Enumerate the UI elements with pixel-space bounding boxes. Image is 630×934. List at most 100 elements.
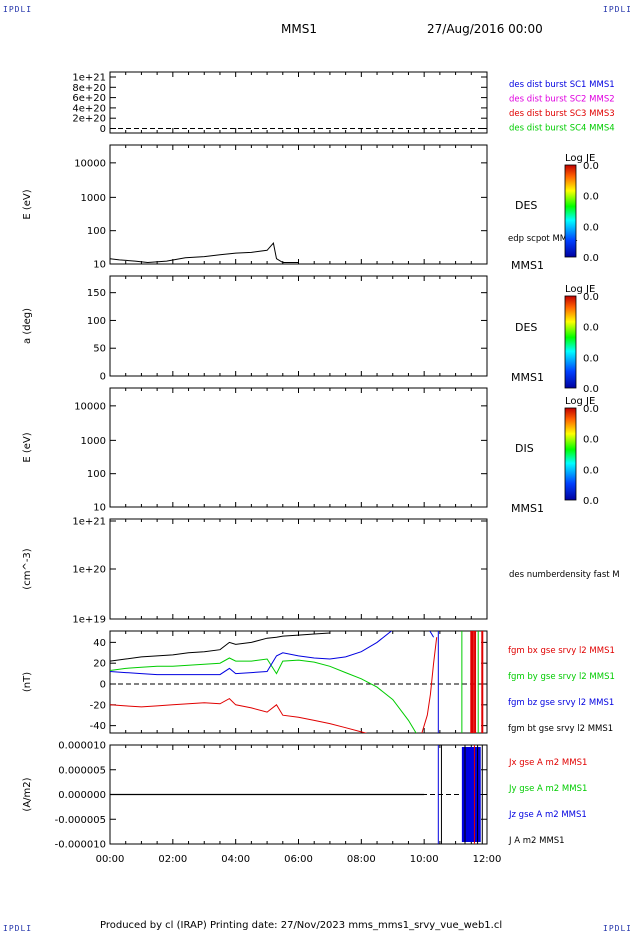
colorbar-title: Log JE xyxy=(565,153,595,164)
legend-entry: Jx gse A m2 MMS1 xyxy=(508,758,587,768)
corner-mark-top-left: IPDLI xyxy=(3,5,33,14)
y-tick-label: 0.000010 xyxy=(58,741,106,752)
colorbar-tick-label: 0.0 xyxy=(583,384,599,395)
panel-frame xyxy=(109,71,488,134)
y-tick-label: 40 xyxy=(93,638,106,649)
panel-frame xyxy=(109,144,488,265)
colorbar-gradient xyxy=(564,407,577,501)
datetime-title: 27/Aug/2016 00:00 xyxy=(427,22,543,36)
y-tick-label: 0.000000 xyxy=(58,790,106,801)
instrument-label: DIS xyxy=(515,442,534,455)
colorbar-tick-label: 0.0 xyxy=(583,435,599,446)
current-burst-region xyxy=(461,747,481,842)
legend-entry: Jy gse A m2 MMS1 xyxy=(508,784,587,794)
colorbar-title: Log JE xyxy=(565,284,595,295)
spacecraft-label: MMS1 xyxy=(511,502,544,515)
y-tick-label: 100 xyxy=(87,469,106,480)
series-label: edp scpot MMS1 xyxy=(508,234,578,244)
legend-entry: fgm bx gse srvy l2 MMS1 xyxy=(508,646,615,656)
y-tick-label: 100 xyxy=(87,316,106,327)
spacecraft-title: MMS1 xyxy=(281,22,317,36)
corner-mark-bottom-left: IPDLI xyxy=(3,924,33,933)
legend-entry: J A m2 MMS1 xyxy=(508,836,565,846)
y-tick-label: 10 xyxy=(93,260,106,271)
x-tick-label: 12:00 xyxy=(473,854,502,865)
x-tick-label: 06:00 xyxy=(284,854,313,865)
x-tick-label: 00:00 xyxy=(96,854,125,865)
spacecraft-label: MMS1 xyxy=(511,259,544,272)
y-tick-label: 1e+21 xyxy=(72,73,106,84)
legend-entry: Jz gse A m2 MMS1 xyxy=(508,810,587,820)
x-tick-label: 04:00 xyxy=(221,854,250,865)
legend-entry: des dist burst SC1 MMS1 xyxy=(509,80,615,90)
y-tick-label: 100 xyxy=(87,226,106,237)
y-axis-label: E (eV) xyxy=(22,189,33,219)
y-axis-label: (nT) xyxy=(22,672,33,692)
legend-entry: fgm by gse srvy l2 MMS1 xyxy=(508,672,615,682)
y-tick-label: 1e+20 xyxy=(72,565,106,576)
x-tick-label: 10:00 xyxy=(410,854,439,865)
colorbar-tick-label: 0.0 xyxy=(583,253,599,264)
y-tick-label: -40 xyxy=(90,721,106,732)
y-tick-label: 10 xyxy=(93,503,106,514)
panel-frame xyxy=(109,275,488,377)
legend-entry: fgm bt gse srvy l2 MMS1 xyxy=(508,724,613,734)
y-tick-label: 10000 xyxy=(74,158,106,169)
colorbar-tick-label: 0.0 xyxy=(583,404,599,415)
colorbar-tick-label: 0.0 xyxy=(583,323,599,334)
legend-entry: des numberdensity fast M xyxy=(509,570,620,580)
colorbar-tick-label: 0.0 xyxy=(583,161,599,172)
legend-entry: des dist burst SC2 MMS2 xyxy=(509,95,615,105)
y-tick-label: 0 xyxy=(100,124,106,135)
y-tick-label: 8e+20 xyxy=(72,83,106,94)
y-tick-label: -0.000010 xyxy=(55,840,106,851)
y-tick-label: 1000 xyxy=(81,436,106,447)
colorbar-tick-label: 0.0 xyxy=(583,465,599,476)
instrument-label: DES xyxy=(515,199,537,212)
legend-entry: des dist burst SC3 MMS3 xyxy=(509,109,615,119)
scpot-line xyxy=(109,242,299,264)
colorbar-gradient xyxy=(564,295,577,389)
fgm-series-line xyxy=(110,631,435,676)
y-tick-label: 20 xyxy=(93,659,106,670)
y-tick-label: 0 xyxy=(100,680,106,691)
colorbar-tick-label: 0.0 xyxy=(583,222,599,233)
corner-mark-top-right: IPDLI xyxy=(603,5,630,14)
y-tick-label: 150 xyxy=(87,288,106,299)
legend-entry: des dist burst SC4 MMS4 xyxy=(509,124,615,134)
x-tick-label: 08:00 xyxy=(347,854,376,865)
y-tick-label: -20 xyxy=(90,700,106,711)
y-tick-label: -0.000005 xyxy=(55,815,106,826)
colorbar-tick-label: 0.0 xyxy=(583,353,599,364)
y-axis-label: a (deg) xyxy=(22,308,33,344)
colorbar-tick-label: 0.0 xyxy=(583,192,599,203)
y-tick-label: 50 xyxy=(93,344,106,355)
colorbar-title: Log JE xyxy=(565,396,595,407)
y-tick-label: 6e+20 xyxy=(72,93,106,104)
y-tick-label: 2e+20 xyxy=(72,114,106,125)
fgm-series-line xyxy=(110,637,438,733)
footer-text: Produced by cl (IRAP) Printing date: 27/… xyxy=(100,920,503,931)
y-tick-label: 4e+20 xyxy=(72,103,106,114)
legend-entry: fgm bz gse srvy l2 MMS1 xyxy=(508,698,614,708)
colorbar-gradient xyxy=(564,164,577,258)
y-axis-label: E (eV) xyxy=(22,432,33,462)
colorbar-tick-label: 0.0 xyxy=(583,496,599,507)
y-tick-label: 0.000005 xyxy=(58,765,106,776)
fgm-series-line xyxy=(110,632,330,662)
y-tick-label: 10000 xyxy=(74,401,106,412)
instrument-label: DES xyxy=(515,321,537,334)
panel-frame xyxy=(109,387,488,508)
spacecraft-label: MMS1 xyxy=(511,371,544,384)
x-tick-label: 02:00 xyxy=(158,854,187,865)
y-axis-label: (A/m2) xyxy=(22,777,33,811)
y-tick-label: 0 xyxy=(100,372,106,383)
y-axis-label: (cm^-3) xyxy=(22,548,33,589)
panel-frame xyxy=(109,518,488,620)
fgm-series-line xyxy=(110,657,417,733)
y-tick-label: 1000 xyxy=(81,193,106,204)
y-tick-label: 1e+21 xyxy=(72,517,106,528)
colorbar-tick-label: 0.0 xyxy=(583,292,599,303)
corner-mark-bottom-right: IPDLI xyxy=(603,924,630,933)
